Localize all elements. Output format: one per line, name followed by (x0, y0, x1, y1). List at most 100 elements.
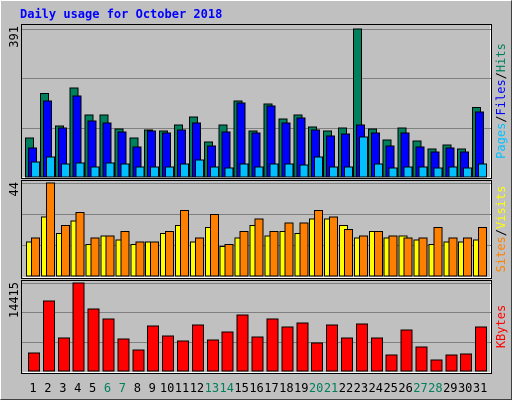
bar (445, 354, 458, 372)
bar (403, 166, 413, 178)
bar (221, 331, 234, 372)
x-tick-label: 7 (119, 381, 126, 395)
bar (147, 325, 160, 372)
x-tick-label: 8 (134, 381, 141, 395)
legend-separator: / (494, 115, 508, 122)
bar (430, 359, 443, 372)
bar (120, 163, 130, 178)
bar (388, 167, 398, 178)
bar (209, 166, 219, 178)
bar (90, 237, 100, 277)
x-tick-label: 4 (74, 381, 81, 395)
bar (254, 166, 264, 178)
y-tick-label: 14415 (7, 282, 21, 318)
bar (463, 237, 473, 277)
x-tick-label: 1 (29, 381, 36, 395)
y-tick-label: 44 (7, 182, 21, 196)
bar (102, 318, 115, 372)
y-tick-label: 391 (7, 26, 21, 48)
bar (448, 237, 458, 277)
legend: Pages/Files/Hits (494, 43, 508, 159)
bar (329, 166, 339, 178)
bar (150, 241, 160, 277)
bar (299, 222, 309, 277)
x-tick-label: 23 (354, 381, 368, 395)
bar (239, 163, 249, 178)
chart-title: Daily usage for October 2018 (20, 7, 222, 21)
bar (433, 226, 443, 277)
legend-entry: Hits (494, 43, 508, 72)
bar (135, 166, 145, 178)
bar (180, 163, 190, 178)
bar (475, 326, 488, 372)
x-tick-label: 26 (398, 381, 412, 395)
x-tick-label: 11 (175, 381, 189, 395)
bar (281, 326, 294, 372)
bar (358, 136, 368, 178)
bar (165, 231, 175, 277)
bar (239, 231, 249, 277)
bar (460, 353, 473, 372)
bar (224, 243, 234, 277)
bar (266, 318, 279, 372)
bar (31, 161, 40, 178)
bar (388, 235, 398, 277)
x-tick-label: 20 (309, 381, 323, 395)
panel-bevel (22, 281, 491, 373)
bar (120, 231, 130, 277)
legend-entry: Pages (494, 123, 508, 159)
x-tick-label: 15 (234, 381, 248, 395)
x-tick-label: 6 (104, 381, 111, 395)
bar (72, 282, 85, 372)
bar (254, 218, 264, 277)
bar (326, 324, 339, 372)
bar (31, 237, 40, 277)
bar (57, 337, 70, 372)
bar (224, 167, 234, 178)
bar (150, 166, 160, 178)
bar (329, 216, 339, 277)
x-tick-label: 17 (264, 381, 278, 395)
bar (355, 323, 368, 372)
legend-entry: Sites (494, 236, 508, 272)
x-tick-label: 30 (458, 381, 472, 395)
bar (269, 231, 279, 277)
bar (90, 166, 100, 178)
bar (299, 164, 309, 178)
bar (206, 339, 219, 372)
x-tick-label: 25 (383, 381, 397, 395)
bar (415, 346, 428, 372)
x-tick-label: 13 (205, 381, 219, 395)
bar (343, 166, 353, 178)
x-tick-label: 14 (220, 381, 234, 395)
bar (448, 166, 458, 178)
bar (87, 308, 100, 372)
bar (60, 163, 70, 178)
bar (418, 237, 428, 277)
bar (180, 209, 190, 277)
x-tick-label: 24 (369, 381, 383, 395)
bar (45, 182, 55, 277)
legend-separator: / (494, 229, 508, 236)
bar (162, 335, 175, 372)
bar (418, 166, 428, 178)
bar (373, 163, 383, 178)
x-tick-label: 12 (190, 381, 204, 395)
bar (269, 163, 279, 178)
bar (314, 209, 324, 277)
bar (42, 300, 55, 372)
bar (433, 167, 443, 178)
bar (463, 167, 473, 178)
x-tick-label: 22 (339, 381, 353, 395)
legend-separator: / (494, 72, 508, 79)
legend-entry: KBytes (494, 305, 508, 348)
bar (385, 354, 398, 372)
bar (343, 229, 353, 277)
bar (191, 324, 204, 372)
bar (251, 336, 264, 372)
bar (403, 237, 413, 277)
bar (209, 214, 219, 277)
bar (28, 352, 40, 372)
bar (194, 159, 204, 178)
